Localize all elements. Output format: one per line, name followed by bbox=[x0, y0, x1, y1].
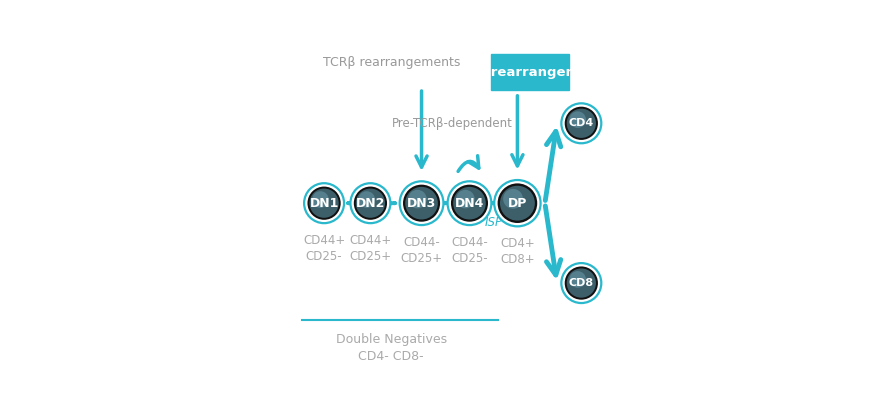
Circle shape bbox=[408, 190, 427, 208]
Circle shape bbox=[303, 182, 345, 224]
Text: CD8+: CD8+ bbox=[500, 253, 535, 266]
Circle shape bbox=[400, 183, 442, 224]
Text: CD44-: CD44- bbox=[451, 236, 488, 249]
Circle shape bbox=[562, 264, 600, 302]
Circle shape bbox=[447, 180, 493, 226]
Text: CD25-: CD25- bbox=[305, 250, 343, 263]
Circle shape bbox=[309, 188, 338, 218]
Circle shape bbox=[356, 188, 385, 218]
Circle shape bbox=[359, 191, 375, 208]
Circle shape bbox=[352, 184, 389, 222]
Circle shape bbox=[565, 107, 598, 140]
Text: CD25+: CD25+ bbox=[400, 252, 442, 265]
Circle shape bbox=[560, 102, 602, 144]
Circle shape bbox=[562, 105, 600, 142]
Circle shape bbox=[405, 187, 438, 220]
Circle shape bbox=[307, 187, 341, 220]
Circle shape bbox=[349, 182, 392, 224]
Circle shape bbox=[497, 183, 537, 223]
Circle shape bbox=[567, 269, 596, 298]
Text: ISP: ISP bbox=[485, 216, 503, 229]
Text: CD4: CD4 bbox=[568, 118, 594, 128]
Circle shape bbox=[353, 187, 387, 220]
Text: CD44+: CD44+ bbox=[349, 234, 392, 247]
Circle shape bbox=[565, 266, 598, 300]
FancyBboxPatch shape bbox=[491, 54, 569, 90]
Text: Double Negatives: Double Negatives bbox=[336, 332, 447, 346]
Text: TCRβ rearrangements: TCRβ rearrangements bbox=[322, 56, 460, 69]
Text: CD4- CD8-: CD4- CD8- bbox=[359, 350, 424, 363]
Text: Pre-TCRβ-dependent: Pre-TCRβ-dependent bbox=[392, 117, 512, 130]
Text: TCRα rearrangements: TCRα rearrangements bbox=[448, 66, 612, 79]
Text: CD25+: CD25+ bbox=[349, 250, 392, 263]
Circle shape bbox=[503, 189, 523, 209]
Circle shape bbox=[403, 185, 440, 222]
Circle shape bbox=[399, 180, 445, 226]
Text: CD25-: CD25- bbox=[451, 252, 488, 265]
Text: DN1: DN1 bbox=[309, 197, 338, 210]
Text: CD8: CD8 bbox=[568, 278, 594, 288]
Circle shape bbox=[453, 187, 486, 220]
Text: DN2: DN2 bbox=[356, 197, 385, 210]
Text: DP: DP bbox=[508, 197, 527, 210]
Text: CD44-: CD44- bbox=[403, 236, 440, 249]
Text: DN4: DN4 bbox=[455, 197, 484, 210]
Text: DN3: DN3 bbox=[407, 197, 436, 210]
Circle shape bbox=[567, 109, 596, 138]
Circle shape bbox=[569, 111, 586, 128]
Circle shape bbox=[456, 190, 475, 208]
Circle shape bbox=[496, 181, 540, 225]
Circle shape bbox=[448, 183, 490, 224]
Circle shape bbox=[560, 262, 602, 304]
Circle shape bbox=[500, 186, 535, 221]
Text: CD44+: CD44+ bbox=[303, 234, 345, 247]
Text: CD4+: CD4+ bbox=[500, 237, 535, 250]
Circle shape bbox=[305, 184, 343, 222]
Circle shape bbox=[493, 179, 542, 227]
Circle shape bbox=[451, 185, 488, 222]
Circle shape bbox=[312, 191, 329, 208]
Circle shape bbox=[569, 271, 586, 288]
